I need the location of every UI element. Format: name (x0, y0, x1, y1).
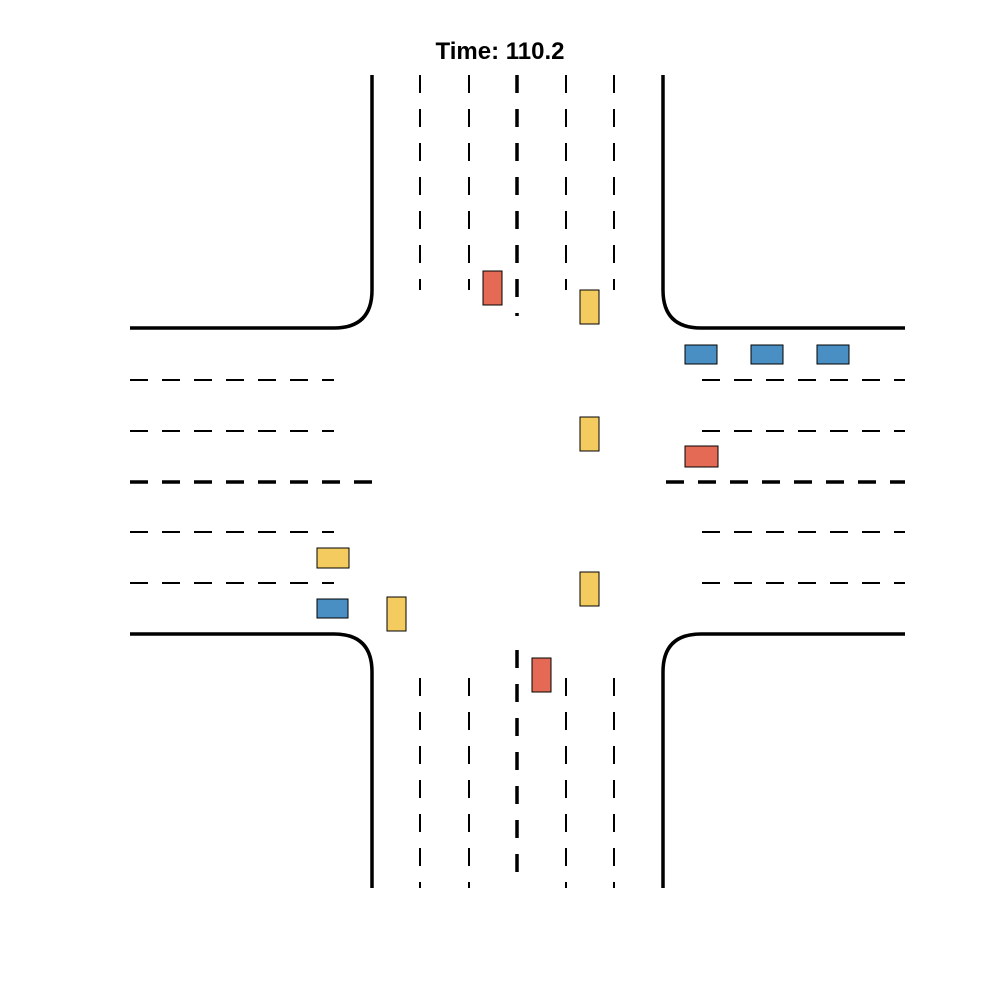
vehicle-yellow (579, 571, 600, 607)
vehicle-blue (750, 344, 784, 365)
vehicle-blue (684, 344, 718, 365)
vehicle-blue (316, 598, 349, 619)
vehicle-red (482, 270, 503, 306)
road-edge-bottom-right (661, 632, 905, 888)
lane-markings-north (419, 75, 615, 316)
vehicle-yellow (579, 289, 600, 325)
road-edge-top-right (661, 75, 905, 330)
vehicle-yellow (579, 416, 600, 452)
vehicle-red (684, 445, 719, 468)
road-edge-bottom-left (130, 632, 374, 888)
vehicle-yellow (386, 596, 407, 632)
lane-markings-south (419, 650, 615, 888)
vehicle-blue (816, 344, 850, 365)
vehicles (316, 270, 850, 693)
lane-markings-west (130, 379, 372, 584)
vehicle-yellow (316, 547, 350, 569)
lane-markings-east (666, 379, 905, 584)
time-title: Time: 110.2 (435, 38, 565, 65)
road-edges (130, 75, 905, 888)
vehicle-red (531, 657, 552, 693)
road-edge-top-left (130, 75, 374, 330)
